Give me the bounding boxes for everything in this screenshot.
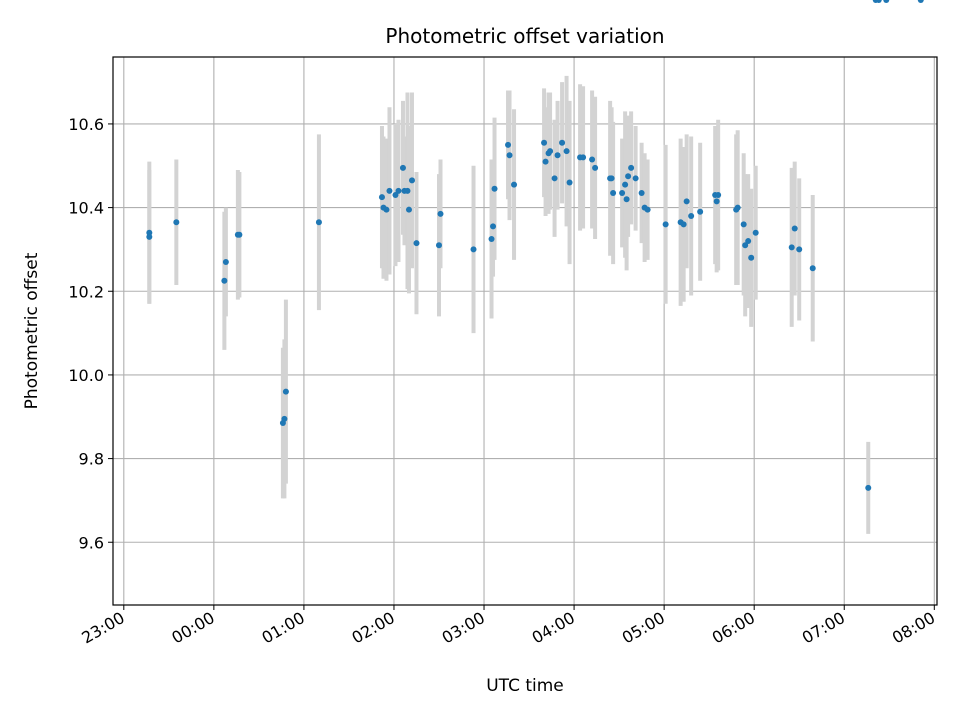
x-tick-label: 07:00 bbox=[799, 608, 848, 648]
data-point bbox=[281, 415, 288, 422]
data-point bbox=[734, 204, 741, 211]
data-points bbox=[146, 0, 924, 491]
data-point bbox=[592, 164, 599, 171]
y-tick-label: 10.4 bbox=[68, 199, 104, 218]
data-point bbox=[505, 141, 512, 148]
data-point bbox=[559, 139, 566, 146]
data-point bbox=[506, 152, 513, 159]
x-tick-label: 08:00 bbox=[889, 608, 938, 648]
data-point bbox=[554, 152, 561, 159]
data-point bbox=[221, 277, 228, 284]
x-tick-label: 02:00 bbox=[349, 608, 398, 648]
data-point bbox=[408, 177, 415, 184]
data-point bbox=[791, 225, 798, 232]
data-point bbox=[551, 175, 558, 182]
y-tick-label: 10.0 bbox=[68, 366, 104, 385]
data-point bbox=[541, 139, 548, 146]
data-point bbox=[315, 219, 322, 226]
data-point bbox=[662, 221, 669, 228]
data-point bbox=[488, 235, 495, 242]
data-point bbox=[745, 238, 752, 245]
data-point bbox=[796, 246, 803, 253]
data-point bbox=[680, 221, 687, 228]
data-point bbox=[622, 181, 629, 188]
data-point bbox=[638, 189, 645, 196]
data-point bbox=[809, 265, 816, 272]
data-point bbox=[580, 154, 587, 161]
data-point bbox=[146, 229, 153, 236]
data-point bbox=[713, 198, 720, 205]
data-point bbox=[865, 484, 872, 491]
data-point bbox=[697, 208, 704, 215]
data-point bbox=[395, 187, 402, 194]
error-bars bbox=[147, 75, 871, 534]
chart-title: Photometric offset variation bbox=[385, 24, 664, 48]
data-point bbox=[404, 187, 411, 194]
x-tick-label: 04:00 bbox=[529, 608, 578, 648]
data-point bbox=[542, 158, 549, 165]
y-tick-label: 9.8 bbox=[79, 450, 104, 469]
data-point bbox=[405, 206, 412, 213]
data-point bbox=[875, 0, 882, 3]
data-point bbox=[589, 156, 596, 163]
data-point bbox=[623, 196, 630, 203]
data-point bbox=[632, 175, 639, 182]
data-point bbox=[378, 194, 385, 201]
data-point bbox=[563, 148, 570, 155]
data-point bbox=[883, 0, 890, 3]
data-point bbox=[742, 242, 749, 249]
data-point bbox=[628, 164, 635, 171]
data-point bbox=[688, 212, 695, 219]
data-point bbox=[491, 185, 498, 192]
data-point bbox=[917, 0, 924, 3]
data-point bbox=[644, 206, 651, 213]
x-tick-label: 23:00 bbox=[78, 608, 127, 648]
y-tick-label: 10.2 bbox=[68, 282, 104, 301]
data-point bbox=[752, 229, 759, 236]
data-point bbox=[383, 206, 390, 213]
x-tick-label: 06:00 bbox=[709, 608, 758, 648]
x-tick-label: 00:00 bbox=[168, 608, 217, 648]
data-point bbox=[392, 192, 399, 199]
data-point bbox=[146, 233, 153, 240]
data-point bbox=[173, 219, 180, 226]
plot-frame bbox=[112, 56, 938, 606]
y-tick-label: 9.6 bbox=[79, 533, 104, 552]
x-tick-label: 01:00 bbox=[258, 608, 307, 648]
data-point bbox=[399, 164, 406, 171]
data-point bbox=[715, 192, 722, 199]
data-point bbox=[683, 198, 690, 205]
x-axis-ticks: 23:00 00:00 01:00 02:00 03:00 04:00 05:00 06:00… bbox=[78, 605, 938, 648]
data-point bbox=[625, 173, 632, 180]
data-point bbox=[748, 254, 755, 261]
x-tick-label: 03:00 bbox=[439, 608, 488, 648]
data-point bbox=[222, 258, 229, 265]
data-point bbox=[788, 244, 795, 251]
data-point bbox=[413, 240, 420, 247]
data-point bbox=[386, 187, 393, 194]
data-point bbox=[740, 221, 747, 228]
data-point bbox=[470, 246, 477, 253]
data-point bbox=[437, 210, 444, 217]
data-point bbox=[619, 189, 626, 196]
data-point bbox=[236, 231, 243, 238]
data-point bbox=[282, 388, 289, 395]
data-point bbox=[547, 148, 554, 155]
x-axis-label: UTC time bbox=[486, 676, 564, 696]
y-axis-ticks: 9.6 9.8 10.0 10.2 10.4 10.6 bbox=[68, 115, 113, 552]
data-point bbox=[435, 242, 442, 249]
data-point bbox=[490, 223, 497, 230]
x-tick-label: 05:00 bbox=[619, 608, 668, 648]
data-point bbox=[610, 189, 617, 196]
y-axis-label: Photometric offset bbox=[22, 252, 42, 409]
data-point bbox=[608, 175, 615, 182]
data-point bbox=[511, 181, 518, 188]
data-point bbox=[566, 179, 573, 186]
y-tick-label: 10.6 bbox=[68, 115, 104, 134]
